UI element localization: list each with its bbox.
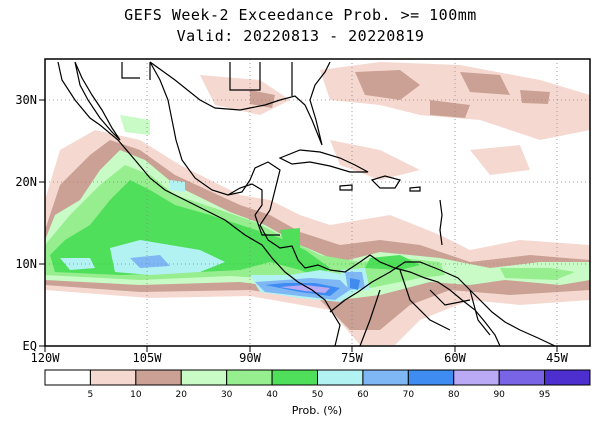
colorbar-swatch — [317, 369, 364, 386]
colorbar-tick-label: 95 — [539, 390, 550, 400]
lat-label-10n: 10N — [15, 257, 37, 271]
colorbar-swatch — [226, 369, 273, 386]
colorbar-swatch — [180, 369, 228, 386]
colorbar-swatch — [362, 369, 409, 386]
colorbar-tick-label: 5 — [88, 390, 94, 400]
lat-label-30n: 30N — [15, 93, 37, 107]
colorbar-tick-label: 50 — [312, 390, 324, 400]
map-frame — [44, 58, 591, 347]
axis-ticks — [39, 99, 558, 352]
colorbar-swatch — [89, 369, 137, 386]
colorbar-tick-label: 80 — [448, 390, 460, 400]
lon-label-60w: 60W — [444, 351, 466, 365]
colorbar-tick-label: 40 — [266, 390, 278, 400]
colorbar-label: Prob. (%) — [292, 404, 342, 417]
lon-label-120w: 120W — [31, 351, 61, 365]
lon-label-105w: 105W — [133, 351, 163, 365]
colorbar-swatch — [135, 369, 182, 386]
colorbar: 5 10 20 30 40 50 60 70 80 90 95 — [44, 369, 591, 400]
colorbar-tick-label: 90 — [493, 390, 505, 400]
coastlines — [57, 61, 556, 346]
colorbar-swatch — [407, 369, 455, 386]
map-subtitle: Valid: 20220813 - 20220819 — [176, 27, 425, 45]
colorbar-tick-label: 60 — [357, 390, 369, 400]
lat-label-20n: 20N — [15, 175, 37, 189]
lon-label-75w: 75W — [341, 351, 363, 365]
probability-shading — [45, 62, 590, 345]
colorbar-swatch — [271, 369, 319, 386]
lat-label-eq: EQ — [23, 339, 37, 353]
colorbar-tick-label: 10 — [130, 390, 142, 400]
colorbar-swatch — [44, 369, 91, 386]
colorbar-tick-label: 30 — [221, 390, 233, 400]
colorbar-tick-label: 20 — [176, 390, 188, 400]
colorbar-swatch — [498, 369, 546, 386]
lon-label-45w: 45W — [546, 351, 568, 365]
lon-label-90w: 90W — [239, 351, 261, 365]
colorbar-swatch — [544, 369, 591, 386]
colorbar-tick-label: 70 — [403, 390, 415, 400]
colorbar-swatch — [453, 369, 500, 386]
graticule — [45, 59, 590, 346]
map-title: GEFS Week-2 Exceedance Prob. >= 100mm — [124, 6, 477, 24]
